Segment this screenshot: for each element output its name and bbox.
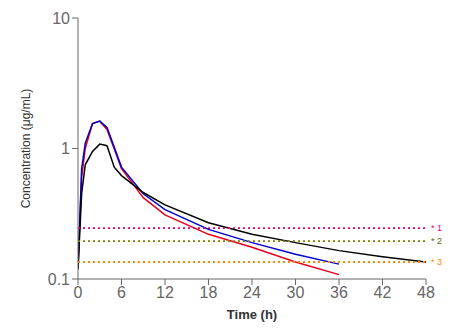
svg-text:18: 18 <box>200 284 218 301</box>
svg-text:36: 36 <box>330 284 348 301</box>
svg-text:* 3: * 3 <box>431 257 442 267</box>
svg-text:42: 42 <box>374 284 392 301</box>
svg-text:48: 48 <box>417 284 435 301</box>
svg-text:Time (h): Time (h) <box>227 307 277 322</box>
svg-text:24: 24 <box>243 284 261 301</box>
svg-text:* 1: * 1 <box>431 223 442 233</box>
svg-text:0.1: 0.1 <box>48 271 70 288</box>
svg-text:6: 6 <box>117 284 126 301</box>
svg-text:Concentration (μg/mL): Concentration (μg/mL) <box>19 89 33 209</box>
svg-text:30: 30 <box>287 284 305 301</box>
svg-text:0: 0 <box>74 284 83 301</box>
svg-text:* 2: * 2 <box>431 236 442 246</box>
svg-text:10: 10 <box>52 10 70 27</box>
svg-text:12: 12 <box>156 284 174 301</box>
svg-text:1: 1 <box>61 140 70 157</box>
